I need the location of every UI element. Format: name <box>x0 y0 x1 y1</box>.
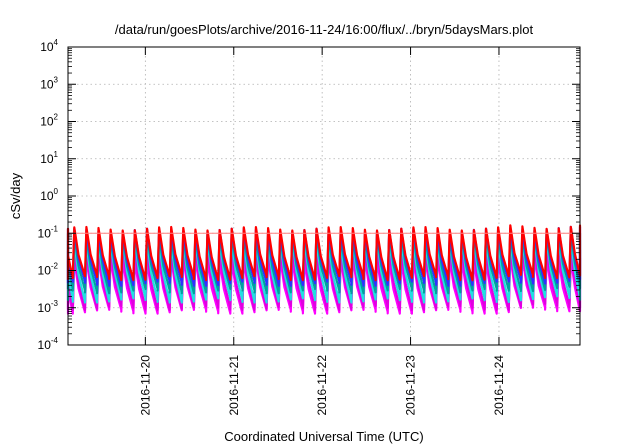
y-tick-label: 10-2 <box>38 262 59 278</box>
x-axis-label: Coordinated Universal Time (UTC) <box>224 429 423 444</box>
y-tick-label: 102 <box>40 113 58 129</box>
y-tick-label: 104 <box>40 38 58 54</box>
x-axis: 2016-11-20 2016-11-21 2016-11-22 2016-11-23… <box>138 47 506 416</box>
y-axis-label: cSv/day <box>8 172 23 219</box>
y-tick-label: 10-4 <box>38 336 59 352</box>
y-tick-label: 10-1 <box>38 224 59 240</box>
x-tick-label: 2016-11-22 <box>315 355 329 416</box>
x-tick-label: 2016-11-24 <box>492 355 506 416</box>
y-tick-label: 10-3 <box>38 299 59 315</box>
x-tick-label: 2016-11-21 <box>227 355 241 416</box>
x-tick-label: 2016-11-23 <box>404 355 418 416</box>
y-tick-label: 101 <box>40 150 58 166</box>
x-tick-label: 2016-11-20 <box>138 355 152 416</box>
series-layer <box>66 224 582 315</box>
y-tick-label: 103 <box>40 75 58 91</box>
y-tick-label: 100 <box>40 187 58 203</box>
chart-title: /data/run/goesPlots/archive/2016-11-24/1… <box>115 22 534 37</box>
y-axis: 10-4 10-3 10-2 10-1 100 101 102 103 104 <box>38 38 580 352</box>
series-line <box>66 224 582 282</box>
